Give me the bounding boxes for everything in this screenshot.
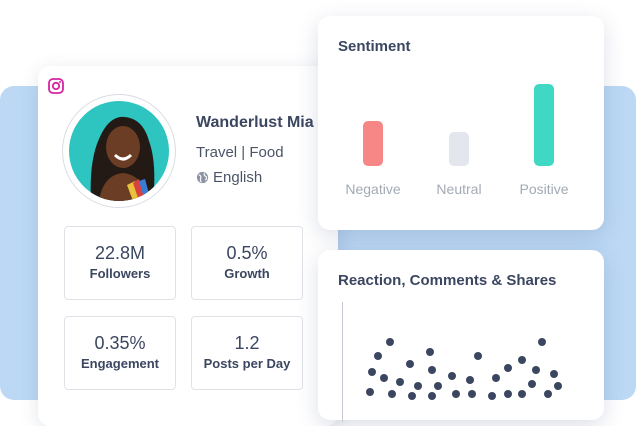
sentiment-title: Sentiment (338, 38, 411, 55)
scatter-dot (488, 392, 496, 400)
stat-value: 0.5% (226, 243, 268, 263)
scatter-dot (388, 390, 396, 398)
sentiment-label-neutral: Neutral (436, 181, 482, 197)
scatter-dot (374, 352, 382, 360)
stat-engagement: 0.35% Engagement (64, 316, 176, 390)
profile-niche: Travel | Food (196, 144, 284, 161)
scatter-dot (544, 390, 552, 398)
sentiment-card: Sentiment Negative Neutral Positive (318, 16, 604, 230)
scatter-dot (406, 360, 414, 368)
scatter-dot (504, 390, 512, 398)
sentiment-bar-negative (363, 121, 383, 166)
scatter-dot (428, 392, 436, 400)
stat-followers: 22.8M Followers (64, 226, 176, 300)
profile-card: Wanderlust Mia Travel | Food English 22.… (38, 66, 338, 426)
sentiment-label-positive: Positive (519, 181, 569, 197)
language-label: English (213, 169, 263, 186)
scatter-dot (528, 380, 536, 388)
scatter-dot (504, 364, 512, 372)
y-axis-line (342, 302, 343, 422)
scatter-dot (396, 378, 404, 386)
scatter-dot (554, 382, 562, 390)
stat-value: 1.2 (234, 333, 260, 353)
avatar[interactable] (62, 94, 176, 208)
scatter-dot (380, 374, 388, 382)
stat-posts-per-day: 1.2 Posts per Day (191, 316, 303, 390)
stat-label: Growth (224, 266, 270, 281)
stat-label: Followers (89, 266, 151, 281)
scatter-dot (468, 390, 476, 398)
sentiment-bar-positive (534, 84, 554, 166)
scatter-dot (492, 374, 500, 382)
scatter-dot (550, 370, 558, 378)
sentiment-label-negative: Negative (345, 181, 401, 197)
scatter-dot (386, 338, 394, 346)
scatter-dot (466, 376, 474, 384)
scatter-dot (474, 352, 482, 360)
sentiment-bar-neutral (449, 132, 469, 166)
profile-language: English (196, 169, 262, 186)
scatter-dot (368, 368, 376, 376)
instagram-icon[interactable] (48, 78, 64, 94)
scatter-dot (518, 390, 526, 398)
scatter-dot (532, 366, 540, 374)
stat-value: 0.35% (94, 333, 146, 353)
stat-label: Posts per Day (203, 356, 291, 371)
reaction-title: Reaction, Comments & Shares (338, 272, 557, 289)
scatter-dot (414, 382, 422, 390)
scatter-dot (366, 388, 374, 396)
reaction-card: Reaction, Comments & Shares (318, 250, 604, 422)
stat-label: Engagement (80, 356, 159, 371)
scatter-dot (448, 372, 456, 380)
scatter-dot (426, 348, 434, 356)
profile-name: Wanderlust Mia (196, 114, 314, 131)
globe-icon (196, 171, 209, 184)
avatar-photo (69, 101, 169, 201)
scatter-dot (452, 390, 460, 398)
stat-value: 22.8M (94, 243, 146, 263)
scatter-dot (538, 338, 546, 346)
scatter-dot (428, 366, 436, 374)
scatter-dot (518, 356, 526, 364)
stat-growth: 0.5% Growth (191, 226, 303, 300)
scatter-dot (408, 392, 416, 400)
scatter-dot (434, 382, 442, 390)
